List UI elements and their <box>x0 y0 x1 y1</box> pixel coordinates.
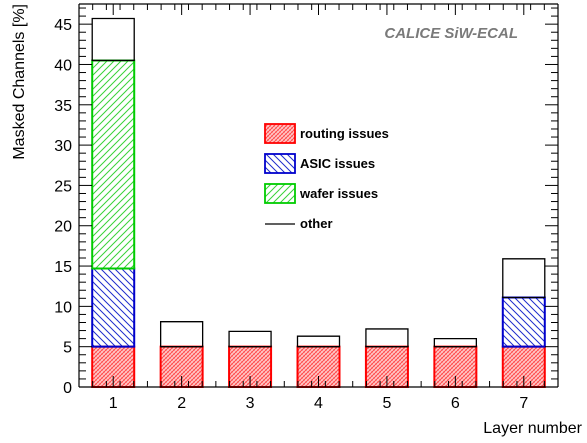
bar-other-7-outline <box>502 258 546 299</box>
y-tick-label-15: 15 <box>54 259 72 276</box>
bar-other-4-outline <box>296 335 341 348</box>
bar-other-2 <box>161 322 203 347</box>
bar-other-1-outline <box>91 17 135 62</box>
x-tick-label-5: 5 <box>382 395 391 412</box>
x-axis-title: Layer number <box>483 420 582 437</box>
x-tick-label-7: 7 <box>519 395 528 412</box>
y-tick-label-35: 35 <box>54 98 72 115</box>
bar-other-4 <box>298 336 340 346</box>
legend-label-routing-issues: routing issues <box>300 126 389 141</box>
y-tick-label-45: 45 <box>54 17 72 34</box>
bar-other-2-outline <box>159 321 204 348</box>
bar-other-6 <box>434 339 476 347</box>
plot-bars <box>91 17 546 388</box>
y-tick-label-20: 20 <box>54 219 72 236</box>
legend-swatch-wafer-issues <box>264 183 296 204</box>
legend-label-wafer-issues: wafer issues <box>299 186 378 201</box>
legend-swatch-routing-issues <box>264 123 296 144</box>
x-tick-label-2: 2 <box>177 395 186 412</box>
x-tick-label-1: 1 <box>109 395 118 412</box>
x-tick-label-3: 3 <box>246 395 255 412</box>
y-tick-label-5: 5 <box>63 340 72 357</box>
legend: routing issues ASIC issues wafer issues oth… <box>264 123 389 231</box>
bar-asic-issues-7 <box>502 297 545 347</box>
bar-other-3-outline <box>228 330 272 348</box>
chart-annotation: CALICE SiW-ECAL <box>384 25 518 42</box>
y-tick-label-0: 0 <box>63 380 72 397</box>
x-tick-label-6: 6 <box>451 395 460 412</box>
bar-asic-issues-1 <box>92 268 135 347</box>
bar-other-5-outline <box>365 328 409 348</box>
y-tick-label-30: 30 <box>54 138 72 155</box>
y-tick-label-25: 25 <box>54 178 72 195</box>
bar-other-5 <box>366 329 408 347</box>
legend-swatch-asic-issues <box>264 153 296 174</box>
y-axis-title: Masked Channels [%] <box>11 4 28 160</box>
bar-other-7 <box>503 259 545 298</box>
x-tick-label-4: 4 <box>314 395 323 412</box>
y-tick-label-40: 40 <box>54 57 72 74</box>
bar-other-3 <box>229 331 271 346</box>
legend-label-asic-issues: ASIC issues <box>300 156 375 171</box>
bar-other-1 <box>92 19 134 61</box>
legend-label-other: other <box>300 216 333 231</box>
y-tick-label-10: 10 <box>54 299 72 316</box>
bar-other-6-outline <box>433 337 478 348</box>
bar-wafer-issues-1 <box>92 60 135 269</box>
